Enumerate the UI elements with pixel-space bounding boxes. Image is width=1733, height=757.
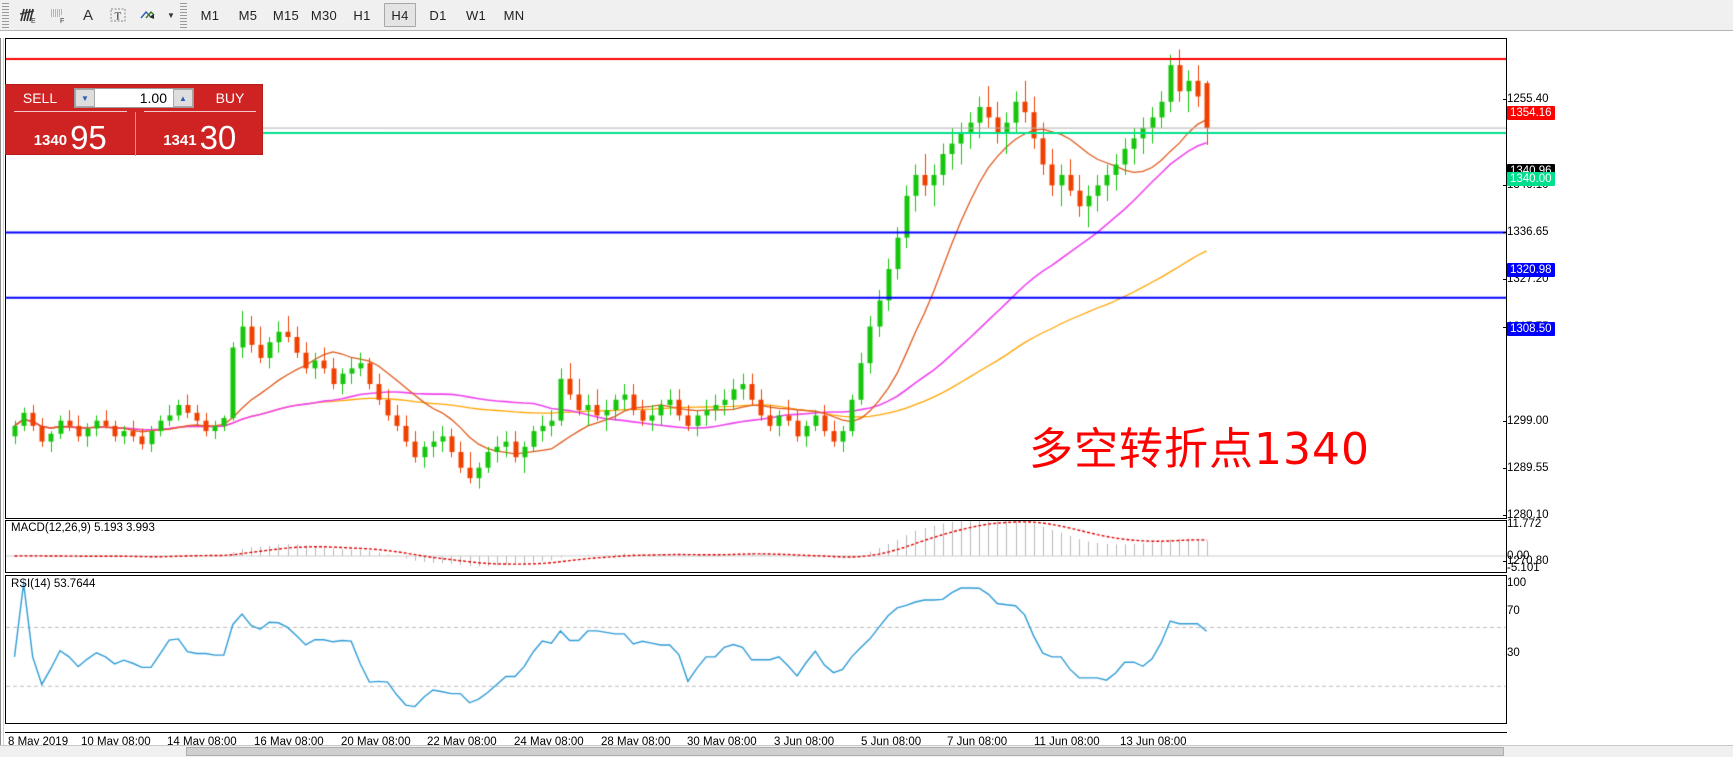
timeframe-m15[interactable]: M15 (272, 7, 300, 23)
sell-price-big-figure: 1340 (33, 132, 68, 149)
macd-tick: -5.101 (1507, 562, 1540, 574)
chart-annotation-text[interactable]: 多空转折点1340 (1029, 424, 1370, 475)
timeframe-w1[interactable]: W1 (465, 7, 487, 23)
price-level-label[interactable]: 1354.16 (1507, 106, 1555, 120)
indicators-icon[interactable]: E (13, 1, 43, 30)
trade-panel-top-row: SELL ▼ 1.00 ▲ BUY (6, 85, 264, 111)
rsi-canvas[interactable] (6, 576, 1506, 723)
timeframe-bar: M1 M5 M15 M30 H1 H4 D1 W1 MN (191, 3, 533, 27)
timeframe-d1[interactable]: D1 (429, 7, 447, 23)
macd-tick: 11.772 (1507, 518, 1542, 530)
price-level-label[interactable]: 1308.50 (1507, 322, 1555, 336)
price-scale[interactable]: 1255.401346.101336.651327.201317.751299.… (1503, 38, 1567, 724)
macd-caption: MACD(12,26,9) 5.193 3.993 (11, 522, 155, 534)
timeframe-h4[interactable]: H4 (384, 3, 416, 27)
macd-pane[interactable] (5, 520, 1507, 573)
toolbar-grip[interactable] (2, 2, 9, 28)
price-tick: 1270.80 (1503, 555, 1549, 567)
rsi-tick: 70 (1507, 605, 1520, 617)
trade-panel-quote-row: 1340 95 1341 30 (6, 111, 265, 156)
timeframe-mn[interactable]: MN (503, 7, 525, 23)
macd-tick: 0.00 (1507, 550, 1530, 562)
macd-canvas[interactable] (6, 521, 1506, 572)
buy-price-big-figure: 1341 (163, 132, 197, 149)
timeframe-m30[interactable]: M30 (310, 7, 338, 23)
text-label-icon[interactable]: T (103, 1, 133, 30)
price-tick: 1299.00 (1503, 415, 1549, 427)
price-level-label[interactable]: 1340.00 (1507, 172, 1555, 186)
objects-icon[interactable] (133, 1, 163, 30)
templates-icon[interactable]: F (43, 1, 73, 30)
volume-increase-icon[interactable]: ▲ (173, 89, 193, 107)
sell-price-pips: 95 (70, 119, 107, 156)
volume-value[interactable]: 1.00 (139, 90, 167, 106)
horizontal-scrollbar[interactable] (0, 745, 1733, 757)
sell-button[interactable]: SELL (22, 90, 58, 106)
rsi-tick: 100 (1507, 577, 1527, 589)
main-toolbar: E F A T ▼ M1 M5 M15 M30 H1 H4 D1 W1 MN (0, 0, 1733, 31)
price-tick: 1336.65 (1503, 226, 1549, 238)
scrollbar-thumb[interactable] (186, 747, 1504, 756)
buy-price-pips: 30 (199, 119, 237, 156)
crosshair-text-icon[interactable]: A (82, 6, 93, 24)
sell-price-quote[interactable]: 1340 95 (6, 111, 136, 156)
sell-divider (14, 111, 127, 112)
timeframe-grip[interactable] (180, 2, 187, 28)
price-tick: 1255.40 (1503, 93, 1549, 105)
buy-price-quote[interactable]: 1341 30 (136, 111, 265, 156)
price-level-label[interactable]: 1320.98 (1507, 263, 1555, 277)
price-tick: 1280.10 (1503, 509, 1549, 521)
timeframe-m1[interactable]: M1 (200, 7, 220, 23)
svg-text:F: F (60, 18, 64, 25)
timeframe-m5[interactable]: M5 (238, 7, 258, 23)
timeframe-h1[interactable]: H1 (353, 7, 371, 23)
buy-divider (143, 111, 256, 112)
rsi-tick: 30 (1507, 647, 1520, 659)
one-click-trading-panel[interactable]: SELL ▼ 1.00 ▲ BUY 1340 95 1341 30 (5, 84, 265, 156)
svg-text:E: E (31, 18, 36, 25)
volume-stepper[interactable]: ▼ 1.00 ▲ (74, 88, 194, 108)
buy-button[interactable]: BUY (215, 90, 245, 106)
svg-text:T: T (115, 11, 122, 23)
rsi-pane[interactable] (5, 575, 1507, 724)
chart-window: ▲ XAUUSD-,H4 1349.56 1350.01 1337.73 134… (0, 31, 1733, 757)
price-tick: 1289.55 (1503, 462, 1549, 474)
volume-decrease-icon[interactable]: ▼ (75, 89, 95, 107)
rsi-caption: RSI(14) 53.7644 (11, 578, 96, 590)
chart-left-border (0, 38, 4, 752)
objects-dropdown-icon[interactable]: ▼ (167, 10, 175, 20)
